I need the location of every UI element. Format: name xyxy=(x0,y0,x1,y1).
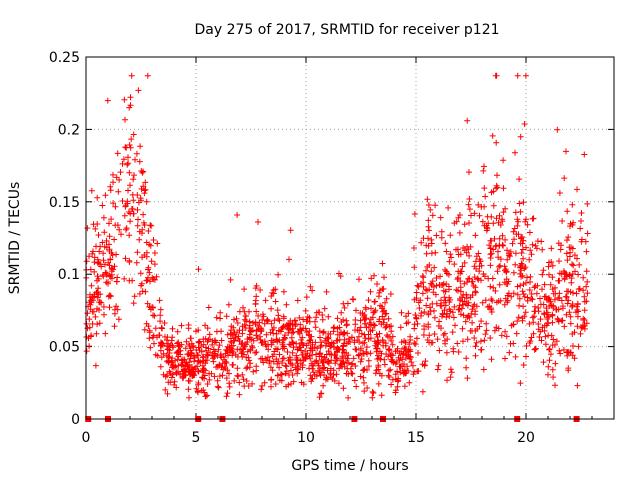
y-tick-label: 0 xyxy=(71,412,80,428)
x-tick-label: 5 xyxy=(192,430,201,446)
y-tick-label: 0.15 xyxy=(49,195,80,211)
x-axis-label: GPS time / hours xyxy=(291,458,408,474)
x-tick-label: 10 xyxy=(297,430,315,446)
y-tick-label: 0.2 xyxy=(58,122,80,138)
x-tick-label: 20 xyxy=(517,430,535,446)
y-tick-label: 0.05 xyxy=(49,340,80,356)
x-tick-label: 15 xyxy=(407,430,425,446)
data-points xyxy=(83,72,591,401)
scatter-markers xyxy=(83,72,591,401)
x-tick-label: 0 xyxy=(82,430,91,446)
chart-title: Day 275 of 2017, SRMTID for receiver p12… xyxy=(194,22,499,38)
plot-frame xyxy=(85,56,615,420)
y-tick-label: 0.25 xyxy=(49,50,80,66)
y-tick-label: 0.1 xyxy=(58,267,80,283)
axis-ticks: 0 5 10 15 20 0 0.05 0.1 0.15 0.2 0.25 xyxy=(49,50,614,446)
y-axis-label: SRMTID / TECUs xyxy=(7,182,23,295)
